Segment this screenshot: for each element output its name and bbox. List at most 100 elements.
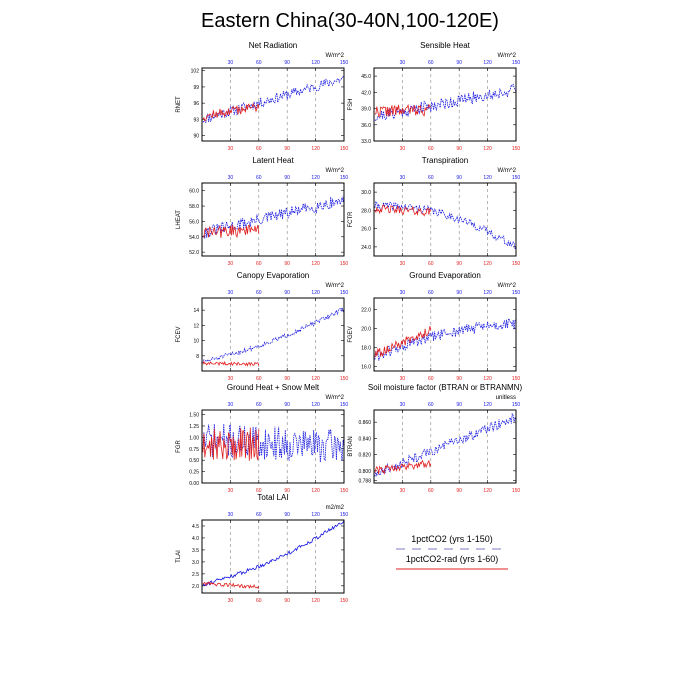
- panel-units: unitless: [496, 395, 516, 401]
- x-tick-label: 120: [311, 488, 320, 494]
- panel-frame: [201, 519, 345, 594]
- series-line-1pctco2: [202, 75, 344, 124]
- y-tick-label: 39.0: [361, 107, 371, 113]
- y-tick-label: 1.50: [189, 413, 199, 419]
- panel-title: Canopy Evaporation: [237, 271, 310, 280]
- x-tick-label: 90: [284, 488, 290, 494]
- x-tick-label: 90: [284, 146, 290, 152]
- x-tick-label: 120: [483, 488, 492, 494]
- panel-5: Ground Evaporation W/m^2 FGEV 30 30 60 60 90 90 1…: [348, 271, 520, 382]
- series-line-1pctco2-rad: [202, 427, 260, 461]
- y-tick-label: 102: [191, 69, 200, 75]
- y-tick-label: 0.800: [358, 469, 371, 475]
- y-tick-label: 36.0: [361, 123, 371, 129]
- y-tick-label: 4.5: [192, 524, 199, 530]
- x-tick-label: 120: [311, 261, 320, 267]
- y-tick-label: 93: [193, 117, 199, 123]
- panel-units: W/m^2: [498, 283, 517, 289]
- panel-units: W/m^2: [498, 53, 517, 59]
- x-tick-label: 30: [400, 376, 406, 382]
- x-tick-label: 120: [483, 261, 492, 267]
- x-tick-label: 30: [400, 146, 406, 152]
- x-tick-label: 60: [256, 376, 262, 382]
- y-tick-label: 16.0: [361, 364, 371, 370]
- x-tick-label: 30: [400, 488, 406, 494]
- y-tick-label: 0.840: [358, 436, 371, 442]
- panel-frame: [373, 67, 517, 142]
- panel-frame: [373, 409, 517, 484]
- x-top-tick-label: 30: [228, 175, 234, 181]
- series-line-1pctco2: [374, 83, 516, 121]
- x-tick-label: 90: [456, 261, 462, 267]
- panel-units: W/m^2: [498, 168, 517, 174]
- x-tick-label: 60: [428, 261, 434, 267]
- x-tick-label: 90: [284, 261, 290, 267]
- panel-title: Sensible Heat: [420, 41, 471, 50]
- y-tick-label: 0.25: [189, 470, 199, 476]
- panel-units: W/m^2: [326, 53, 345, 59]
- x-tick-label: 150: [340, 261, 349, 267]
- y-tick-label: 90: [193, 134, 199, 140]
- y-tick-label: 2.0: [192, 584, 199, 590]
- x-top-tick-label: 120: [311, 60, 320, 66]
- y-tick-label: 4.0: [192, 536, 199, 542]
- y-tick-label: 0.50: [189, 458, 199, 464]
- panel-title: Total LAI: [257, 493, 288, 502]
- x-top-tick-label: 90: [284, 60, 290, 66]
- x-top-tick-label: 150: [340, 402, 349, 408]
- series-line-1pctco2: [202, 194, 344, 239]
- x-tick-label: 60: [256, 261, 262, 267]
- x-tick-label: 90: [456, 146, 462, 152]
- panel-ylabel: FGR: [176, 440, 182, 453]
- x-tick-label: 150: [512, 261, 521, 267]
- x-tick-label: 90: [456, 376, 462, 382]
- series-line-1pctco2-rad: [374, 103, 432, 118]
- panel-ylabel: FSH: [348, 99, 354, 111]
- panel-title: Ground Evaporation: [409, 271, 481, 280]
- x-top-tick-label: 30: [228, 402, 234, 408]
- x-top-tick-label: 30: [228, 60, 234, 66]
- panel-units: W/m^2: [326, 283, 345, 289]
- y-tick-label: 33.0: [361, 139, 371, 145]
- y-tick-label: 54.0: [189, 235, 199, 241]
- x-top-tick-label: 120: [483, 175, 492, 181]
- x-tick-label: 150: [512, 376, 521, 382]
- y-tick-label: 20.0: [361, 326, 371, 332]
- series-line-1pctco2-rad: [374, 204, 432, 217]
- panel-0: Net Radiation W/m^2 RNET 30 30 60 60 90 90 120 120…: [176, 41, 348, 152]
- panel-ylabel: FCEV: [176, 326, 182, 342]
- x-top-tick-label: 30: [228, 512, 234, 518]
- series-line-1pctco2: [374, 201, 516, 250]
- panel-frame: [373, 297, 517, 372]
- panel-3: Transpiration W/m^2 FCTR 30 30 60 60 90 90 120 120…: [348, 156, 520, 267]
- legend: 1pctCO2 (yrs 1-150) 1pctCO2-rad (yrs 1-60…: [396, 534, 508, 570]
- x-top-tick-label: 30: [228, 290, 234, 296]
- panel-8: Total LAI m2/m2 TLAI 30 30 60 60 90 90 120 120 150 1…: [176, 493, 348, 604]
- x-tick-label: 30: [228, 146, 234, 152]
- x-tick-label: 150: [512, 488, 521, 494]
- x-top-tick-label: 150: [512, 402, 521, 408]
- x-top-tick-label: 90: [284, 402, 290, 408]
- x-top-tick-label: 90: [284, 290, 290, 296]
- x-tick-label: 120: [483, 146, 492, 152]
- x-top-tick-label: 120: [311, 402, 320, 408]
- y-tick-label: 28.0: [361, 208, 371, 214]
- x-tick-label: 120: [311, 146, 320, 152]
- y-tick-label: 0.788: [358, 479, 371, 485]
- panel-ylabel: LHEAT: [176, 210, 182, 229]
- panel-title: Soil moisture factor (BTRAN or BTRANMN): [368, 383, 523, 392]
- x-tick-label: 30: [400, 261, 406, 267]
- x-top-tick-label: 60: [428, 402, 434, 408]
- panel-ylabel: BTRAN: [348, 436, 354, 456]
- y-tick-label: 52.0: [189, 250, 199, 256]
- x-top-tick-label: 90: [456, 60, 462, 66]
- panel-frame: [201, 67, 345, 142]
- x-top-tick-label: 60: [428, 290, 434, 296]
- y-tick-label: 42.0: [361, 90, 371, 96]
- y-tick-label: 0.860: [358, 420, 371, 426]
- panel-4: Canopy Evaporation W/m^2 FCEV 30 30 60 60 90 90 1…: [176, 271, 348, 382]
- series-line-1pctco2: [202, 520, 344, 587]
- x-top-tick-label: 90: [456, 290, 462, 296]
- x-top-tick-label: 120: [483, 402, 492, 408]
